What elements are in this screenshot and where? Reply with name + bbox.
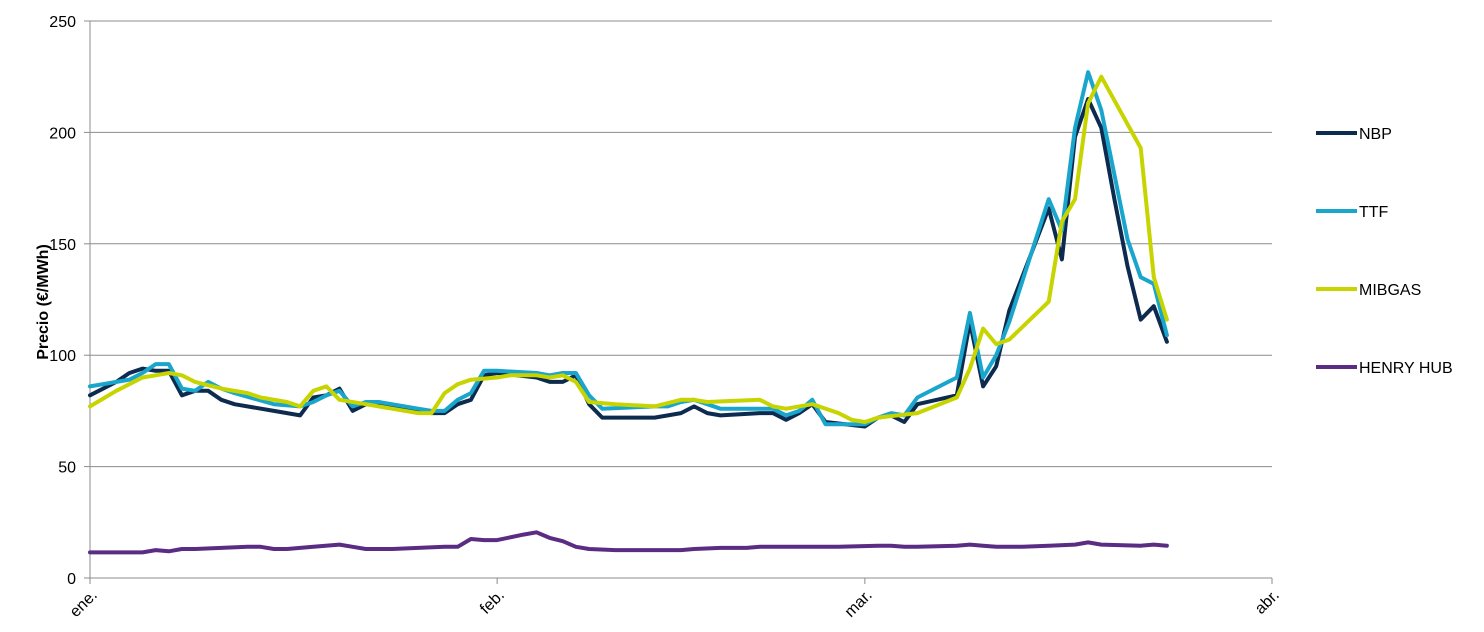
- y-tick-label: 100: [49, 348, 76, 365]
- x-tick-label: feb.: [477, 587, 508, 618]
- x-tick-label: abr.: [1252, 587, 1283, 618]
- y-axis-title-group: Precio (€/MWh): [35, 244, 52, 360]
- series-line-nbp: [88, 97, 1169, 429]
- y-axis-title: Precio (€/MWh): [35, 244, 52, 360]
- series-line-henry-hub: [88, 530, 1169, 555]
- y-tick-label: 250: [49, 14, 76, 31]
- legend-label: NBP: [1359, 126, 1392, 143]
- x-tick-label: mar.: [842, 587, 876, 621]
- x-tick-label: ene.: [67, 587, 101, 621]
- legend: NBP TTF MIBGAS HENRY HUB: [1316, 126, 1453, 377]
- y-tick-label: 150: [49, 237, 76, 254]
- legend-label: TTF: [1359, 204, 1389, 221]
- y-tick-label: 0: [67, 571, 76, 588]
- legend-label: HENRY HUB: [1359, 360, 1453, 377]
- y-tick-label: 200: [49, 125, 76, 142]
- legend-label: MIBGAS: [1359, 282, 1421, 299]
- series-line-ttf: [88, 70, 1169, 427]
- series-lines: [88, 70, 1169, 555]
- y-tick-label: 50: [58, 460, 76, 477]
- series-line-mibgas: [88, 74, 1169, 424]
